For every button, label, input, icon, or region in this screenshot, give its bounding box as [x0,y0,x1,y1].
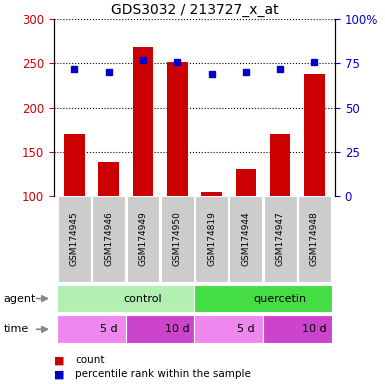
Bar [201,192,222,196]
Text: time: time [4,324,29,334]
Bar [161,196,194,282]
Text: 10 d: 10 d [165,324,189,334]
Text: agent: agent [4,293,36,304]
Bar [194,316,263,343]
Bar [57,285,194,313]
Text: count: count [75,355,105,365]
Text: GSM174947: GSM174947 [276,212,285,266]
Bar [64,134,85,196]
Bar [236,169,256,196]
Bar [58,196,91,282]
Bar [194,285,331,313]
Bar [57,316,126,343]
Bar [167,61,187,196]
Bar [127,196,159,282]
Bar [126,316,194,343]
Bar [304,74,325,196]
Text: 5 d: 5 d [100,324,117,334]
Text: GSM174945: GSM174945 [70,212,79,266]
Text: GSM174948: GSM174948 [310,212,319,266]
Text: 5 d: 5 d [237,324,254,334]
Bar [264,196,296,282]
Text: 10 d: 10 d [302,324,327,334]
Bar [195,196,228,282]
Bar [229,196,262,282]
Text: control: control [124,293,162,304]
Bar [99,162,119,196]
Bar [270,134,290,196]
Text: GSM174949: GSM174949 [139,212,147,266]
Text: ■: ■ [54,355,64,365]
Bar [263,316,331,343]
Bar [133,48,153,196]
Text: quercetin: quercetin [254,293,307,304]
Text: percentile rank within the sample: percentile rank within the sample [75,369,251,379]
Bar [298,196,331,282]
Title: GDS3032 / 213727_x_at: GDS3032 / 213727_x_at [110,3,278,17]
Bar [92,196,125,282]
Text: ■: ■ [54,369,64,379]
Text: GSM174944: GSM174944 [241,212,250,266]
Text: GSM174819: GSM174819 [207,212,216,266]
Text: GSM174946: GSM174946 [104,212,113,266]
Text: GSM174950: GSM174950 [173,212,182,266]
